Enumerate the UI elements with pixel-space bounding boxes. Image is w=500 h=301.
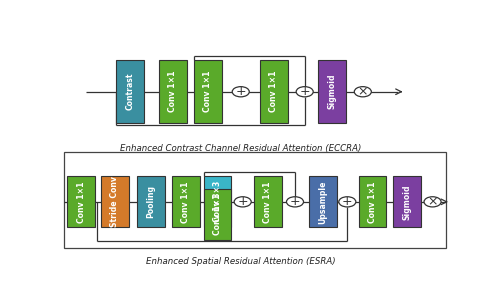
FancyBboxPatch shape	[309, 176, 337, 227]
Circle shape	[232, 87, 250, 97]
Text: Conv 1×1: Conv 1×1	[264, 181, 272, 222]
Text: ×: ×	[428, 195, 438, 208]
Text: Conv 1×1: Conv 1×1	[181, 181, 190, 222]
Text: +: +	[236, 85, 246, 98]
Circle shape	[424, 197, 441, 207]
Text: Conv 1×1: Conv 1×1	[204, 71, 212, 113]
FancyBboxPatch shape	[194, 61, 222, 123]
Text: ×: ×	[358, 85, 368, 98]
Text: Contrast: Contrast	[126, 73, 135, 110]
Text: Upsample: Upsample	[318, 180, 328, 224]
FancyBboxPatch shape	[137, 176, 165, 227]
Text: Conv 1×1: Conv 1×1	[168, 71, 177, 113]
Text: Pooling: Pooling	[146, 185, 156, 218]
Text: Conv 1×1: Conv 1×1	[269, 71, 278, 113]
Circle shape	[234, 197, 251, 207]
Circle shape	[354, 87, 372, 97]
Text: +: +	[300, 85, 310, 98]
Text: Conv 1×1: Conv 1×1	[213, 194, 222, 235]
Text: +: +	[238, 195, 248, 208]
FancyBboxPatch shape	[260, 61, 287, 123]
Text: Enhanced Contrast Channel Residual Attention (ECCRA): Enhanced Contrast Channel Residual Atten…	[120, 144, 362, 153]
FancyBboxPatch shape	[159, 61, 187, 123]
FancyBboxPatch shape	[254, 176, 282, 227]
Text: +: +	[342, 195, 352, 208]
FancyBboxPatch shape	[116, 61, 144, 123]
Circle shape	[339, 197, 356, 207]
Text: Conv 1×1: Conv 1×1	[368, 181, 377, 222]
Text: +: +	[290, 195, 300, 208]
Text: Conv 3×3: Conv 3×3	[213, 181, 222, 222]
Text: Enhanced Spatial Residual Attention (ESRA): Enhanced Spatial Residual Attention (ESR…	[146, 257, 336, 266]
FancyBboxPatch shape	[392, 176, 420, 227]
Circle shape	[296, 87, 313, 97]
FancyBboxPatch shape	[172, 176, 200, 227]
FancyBboxPatch shape	[318, 61, 346, 123]
FancyBboxPatch shape	[67, 176, 95, 227]
Text: Sigmoid: Sigmoid	[328, 74, 336, 110]
Text: Stride Conv: Stride Conv	[110, 176, 120, 227]
FancyBboxPatch shape	[204, 189, 232, 240]
Text: Conv 1×1: Conv 1×1	[76, 181, 86, 222]
Text: Sigmoid: Sigmoid	[402, 184, 411, 220]
Circle shape	[286, 197, 304, 207]
FancyBboxPatch shape	[204, 176, 232, 227]
FancyBboxPatch shape	[101, 176, 129, 227]
FancyBboxPatch shape	[358, 176, 386, 227]
